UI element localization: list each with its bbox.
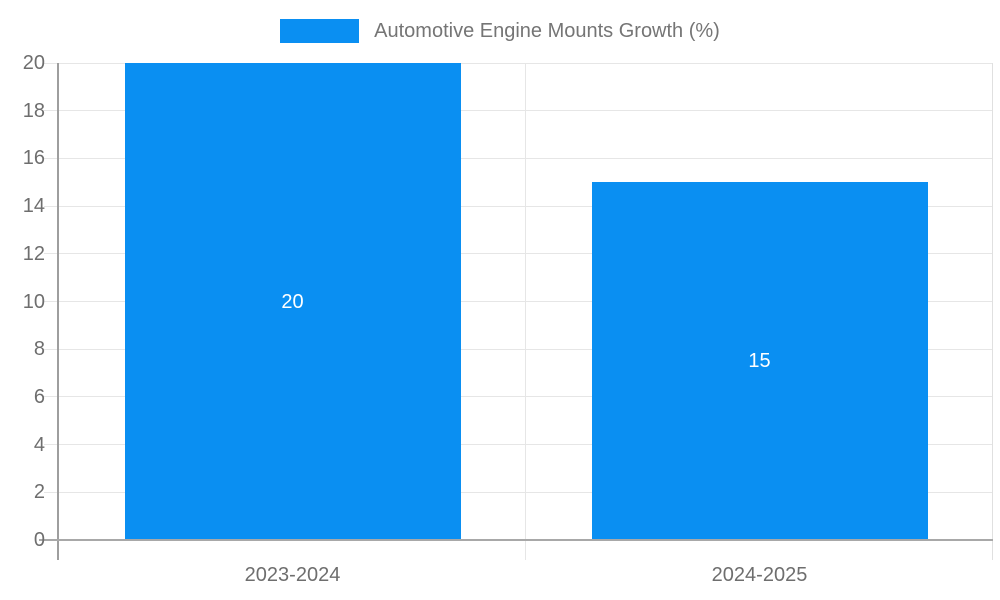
y-tick-label: 8 <box>33 338 45 361</box>
x-tick-label: 2023-2024 <box>244 564 341 586</box>
gridline <box>59 205 993 207</box>
y-tick-label: 4 <box>33 433 45 456</box>
y-tick-label: 6 <box>33 385 45 408</box>
y-tick-label: 10 <box>22 290 45 313</box>
y-tick <box>44 444 59 446</box>
legend[interactable]: Automotive Engine Mounts Growth (%) <box>0 19 1000 43</box>
y-tick <box>44 396 59 398</box>
y-tick-label: 18 <box>22 99 45 122</box>
legend-swatch <box>280 19 360 43</box>
y-tick <box>44 157 59 159</box>
y-tick <box>44 62 59 64</box>
x-tick-label: 2024-2025 <box>711 564 808 586</box>
y-tick <box>44 491 59 493</box>
gridline <box>59 301 993 302</box>
y-axis-line <box>57 63 59 560</box>
column-divider <box>525 63 526 560</box>
gridline <box>59 62 993 64</box>
bar-2024-2025[interactable] <box>591 182 928 540</box>
y-tick-label: 0 <box>33 529 45 551</box>
y-tick <box>44 205 59 207</box>
x-axis-line <box>39 539 993 541</box>
gridline <box>59 491 993 493</box>
y-tick <box>44 110 59 112</box>
y-tick <box>44 253 59 255</box>
gridline <box>59 110 993 112</box>
gridline <box>59 348 993 350</box>
y-tick-label: 16 <box>22 147 45 170</box>
legend-label: Automotive Engine Mounts Growth (%) <box>374 20 720 42</box>
gridline <box>59 396 993 398</box>
bar-value-label: 15 <box>748 350 771 373</box>
plot-right-frame <box>992 63 993 560</box>
gridline <box>59 444 993 446</box>
bar-value-label: 20 <box>281 290 304 313</box>
y-tick-label: 14 <box>22 195 45 218</box>
y-tick-label: 2 <box>33 481 45 504</box>
y-tick <box>44 301 59 302</box>
bar-2023-2024[interactable] <box>124 63 461 540</box>
y-tick <box>44 348 59 350</box>
y-tick-label: 12 <box>22 242 45 265</box>
gridline <box>59 253 993 255</box>
y-tick-label: 20 <box>22 52 45 74</box>
gridline <box>59 157 993 159</box>
